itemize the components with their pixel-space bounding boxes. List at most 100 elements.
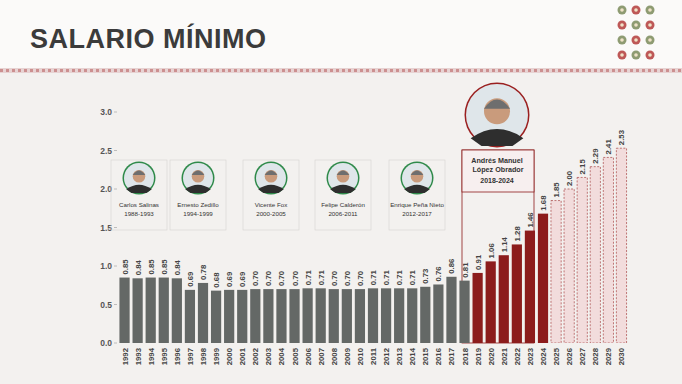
avatar <box>402 163 432 193</box>
data-label: 0.70 <box>291 270 300 286</box>
avatar-ring <box>465 83 530 148</box>
header-pattern <box>270 69 273 72</box>
header-pattern <box>372 69 375 72</box>
avatar-hair <box>192 171 205 176</box>
y-tick <box>114 150 117 151</box>
header-pattern <box>66 69 69 72</box>
header-pattern <box>522 69 525 72</box>
data-label: 1.06 <box>487 243 496 259</box>
annotations: Carlos Salinas1988-1993Ernesto Zedillo19… <box>111 83 534 344</box>
header-pattern <box>318 69 321 72</box>
header-pattern <box>600 69 603 72</box>
header-pattern <box>96 69 99 72</box>
header-pattern <box>258 69 261 72</box>
annotation-text: Enrique Peña Nieto <box>390 201 444 208</box>
bar <box>172 278 182 343</box>
header-pattern <box>672 69 675 72</box>
header-pattern <box>114 69 117 72</box>
data-label: 1.46 <box>526 212 535 228</box>
y-tick-label: 2.0 <box>100 184 112 194</box>
header-pattern <box>42 69 45 72</box>
header-pattern <box>180 69 183 72</box>
chart: SALARIO MÍNIMO 0.00.51.01.52.02.53.0Carlo… <box>0 0 682 384</box>
x-tick-label: 1993 <box>134 347 143 365</box>
data-label: 0.76 <box>434 266 443 282</box>
ornament-dot <box>632 51 641 60</box>
header-pattern <box>618 69 621 72</box>
header-pattern <box>108 69 111 72</box>
header-pattern <box>552 69 555 72</box>
bar <box>616 148 626 343</box>
annotation-text: Ernesto Zedillo <box>177 201 219 208</box>
bar <box>276 289 286 343</box>
y-tick <box>114 304 117 305</box>
x-tick-label: 1998 <box>199 347 208 365</box>
x-tick-label: 2023 <box>526 347 535 365</box>
annotation-frame <box>315 160 371 230</box>
header-pattern <box>540 69 543 72</box>
header-pattern <box>60 69 63 72</box>
header-pattern <box>234 69 237 72</box>
y-axis: 0.00.51.01.52.02.53.0 <box>100 107 117 348</box>
header-pattern <box>546 69 549 72</box>
x-tick-label: 1999 <box>212 347 221 365</box>
data-label: 0.73 <box>421 268 430 284</box>
data-label: 0.85 <box>121 259 130 275</box>
data-label: 0.85 <box>160 259 169 275</box>
header-pattern <box>624 69 627 72</box>
header-pattern <box>216 69 219 72</box>
bar <box>289 289 299 343</box>
annotation-frame <box>389 160 445 230</box>
header-pattern <box>390 69 393 72</box>
ornament-dot <box>632 21 641 30</box>
bar <box>355 289 365 343</box>
ornament-dot <box>646 36 655 45</box>
header-pattern <box>156 69 159 72</box>
header-pattern <box>288 69 291 72</box>
bar <box>433 284 443 343</box>
header-pattern <box>576 69 579 72</box>
data-label: 2.15 <box>578 159 587 175</box>
bar <box>316 288 326 343</box>
ornament-dot <box>618 36 627 45</box>
x-tick-label: 2000 <box>225 347 234 365</box>
annotation-period: 2006-2011 <box>328 210 358 217</box>
header-pattern <box>282 69 285 72</box>
header-pattern <box>408 69 411 72</box>
header-pattern <box>666 69 669 72</box>
data-label: 0.69 <box>186 271 195 287</box>
header-pattern <box>222 69 225 72</box>
header-pattern <box>438 69 441 72</box>
header-pattern <box>24 69 27 72</box>
y-tick <box>114 112 117 113</box>
header-pattern <box>420 69 423 72</box>
avatar-hair <box>133 171 146 176</box>
y-tick-label: 0.5 <box>100 300 112 310</box>
page: {"chart_data": { "type": "bar", "title":… <box>0 0 682 384</box>
x-tick-label: 2024 <box>539 347 548 365</box>
x-tick-label: 2001 <box>238 347 247 365</box>
header-pattern <box>126 69 129 72</box>
header-pattern <box>120 69 123 72</box>
title: SALARIO MÍNIMO <box>30 23 267 54</box>
data-label: 0.85 <box>147 259 156 275</box>
avatar-head <box>411 170 424 183</box>
bar <box>473 273 483 343</box>
ornament-dot <box>634 23 638 27</box>
data-label: 0.70 <box>330 270 339 286</box>
header-pattern <box>30 69 33 72</box>
header-pattern <box>168 69 171 72</box>
header-pattern <box>264 69 267 72</box>
bar <box>420 287 430 343</box>
annotation-period: 1994-1999 <box>183 210 213 217</box>
ornament-dot <box>646 51 655 60</box>
header-pattern <box>18 69 21 72</box>
avatar-head <box>337 170 350 183</box>
header-pattern <box>606 69 609 72</box>
avatar-hair <box>337 171 350 176</box>
x-tick-label: 2029 <box>604 347 613 365</box>
bar <box>499 255 509 343</box>
header-pattern <box>582 69 585 72</box>
header-pattern <box>36 69 39 72</box>
annotation-frame <box>243 160 299 230</box>
